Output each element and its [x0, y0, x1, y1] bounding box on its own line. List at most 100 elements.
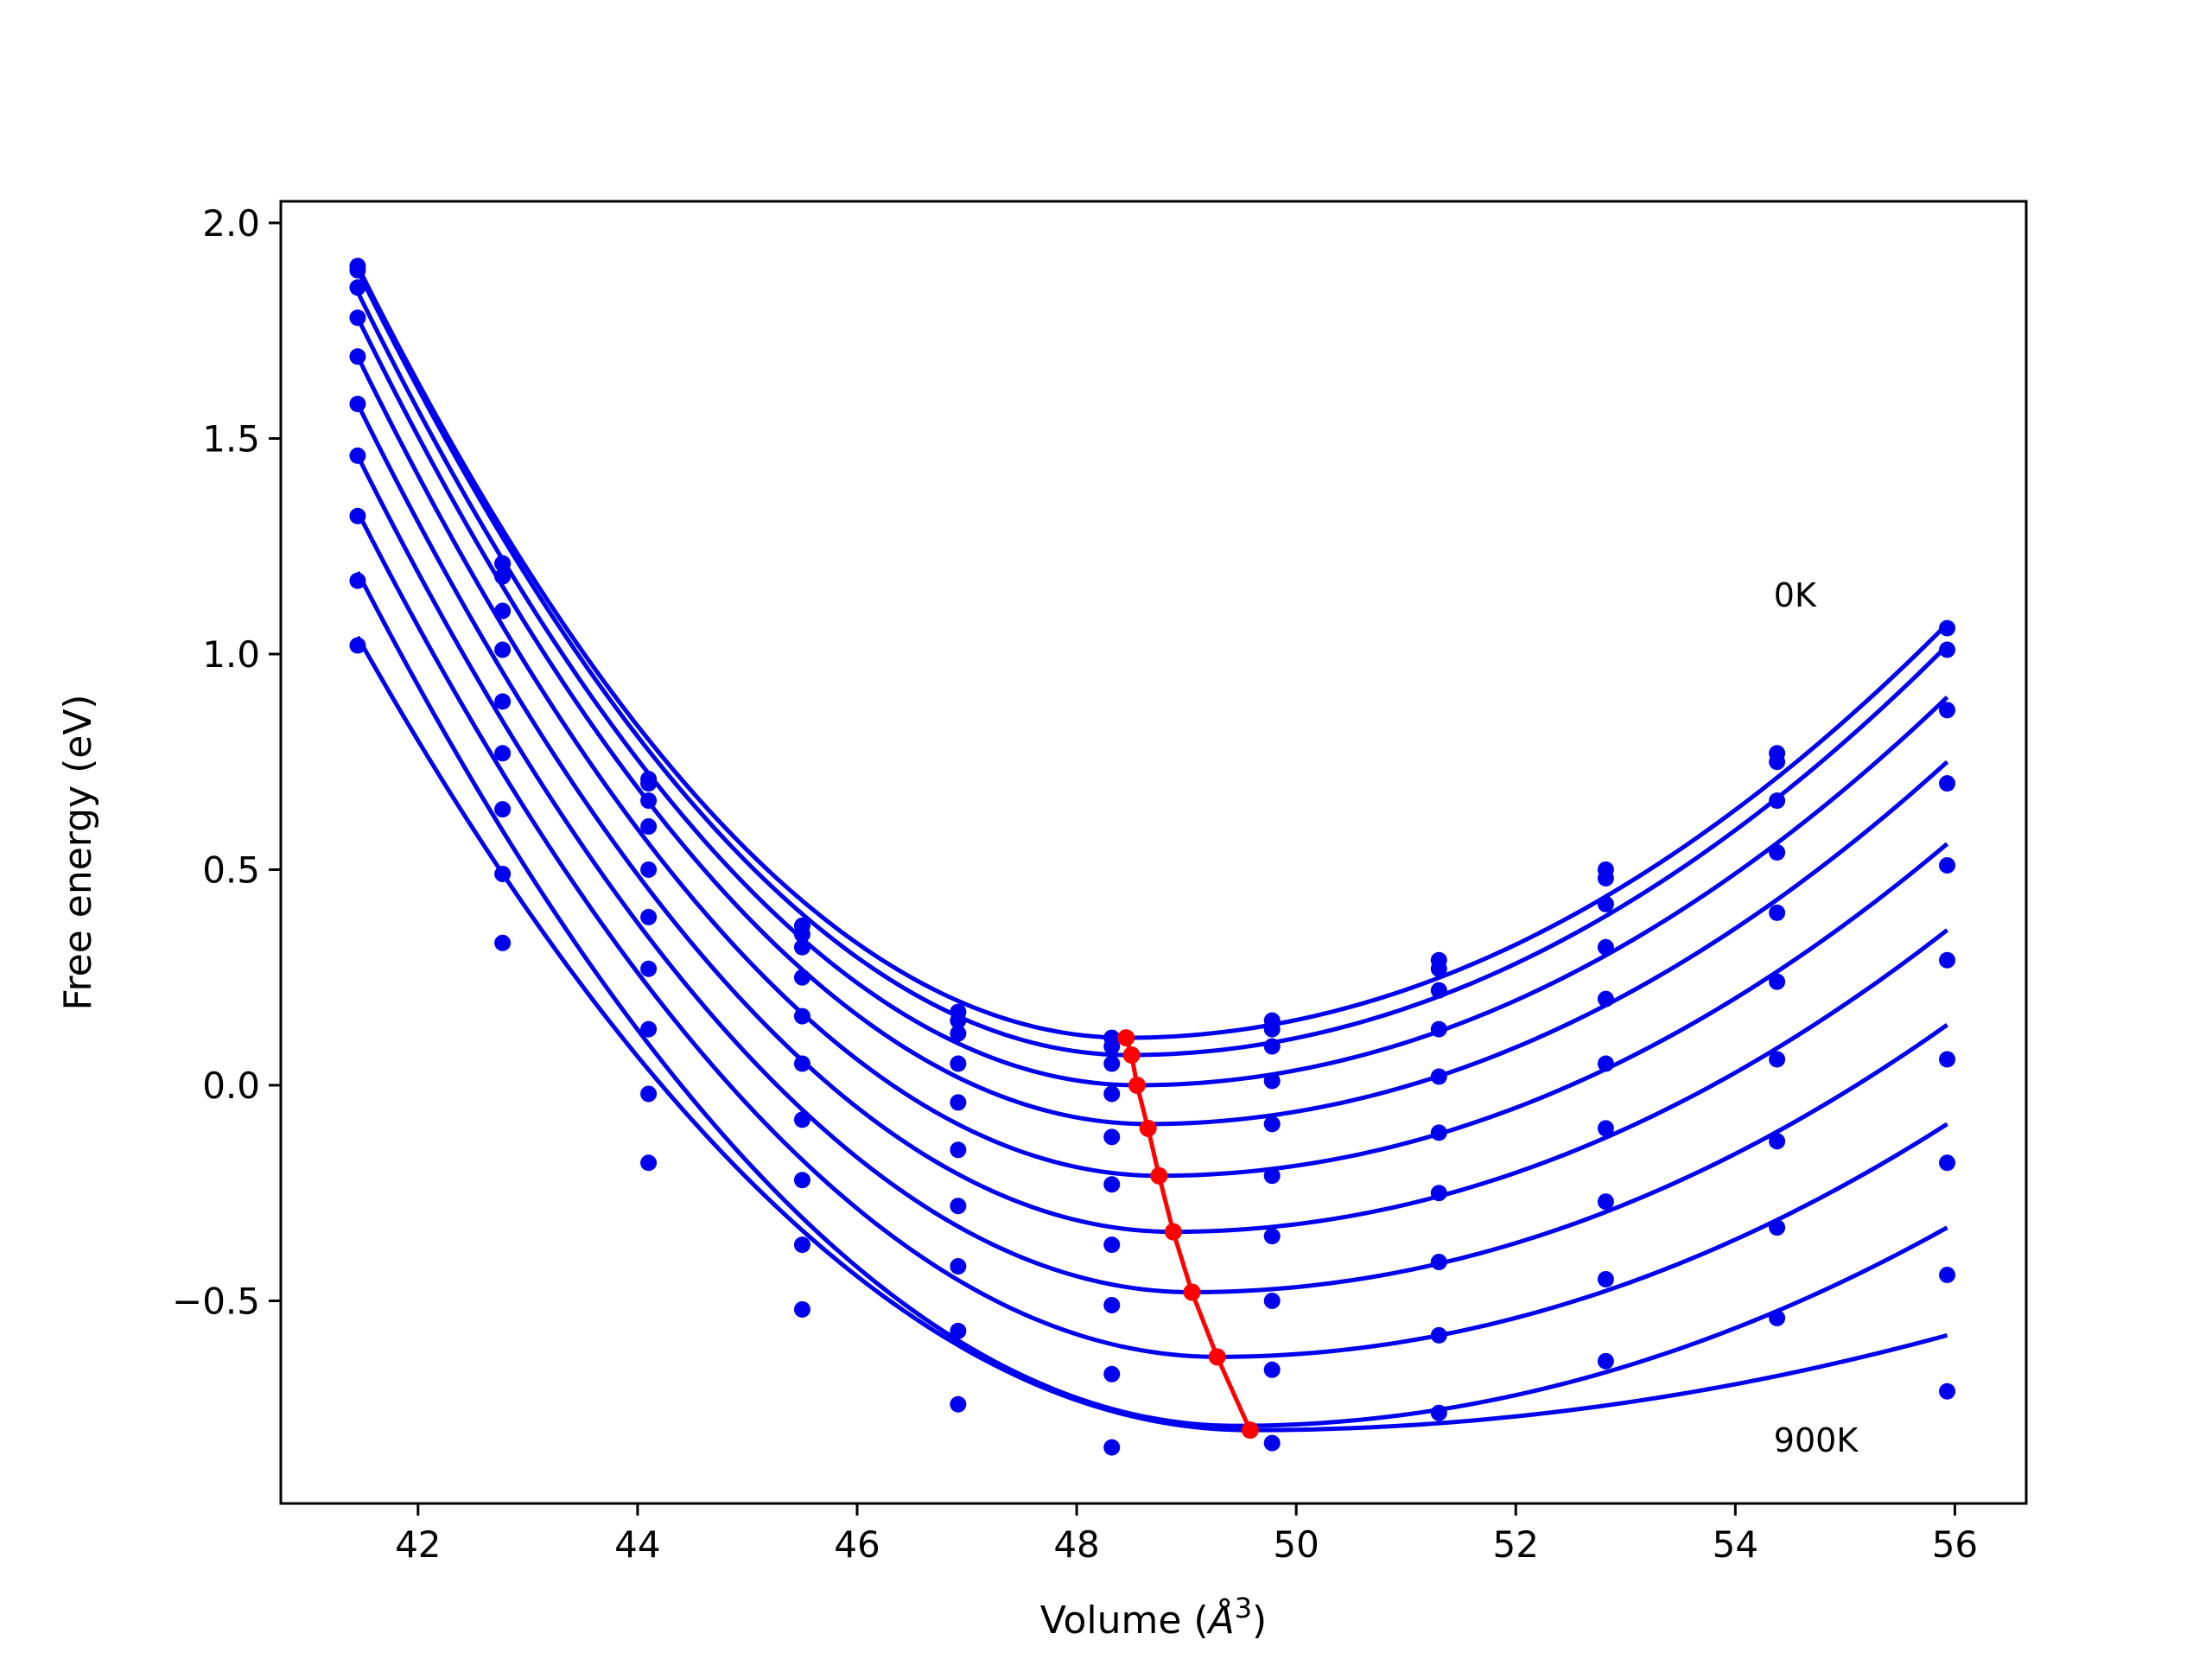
minima-point-3	[1139, 1119, 1157, 1137]
data-point-400K-8	[1597, 990, 1614, 1007]
data-point-400K-5	[1103, 1128, 1121, 1146]
y-axis-label: Free energy (eV)	[56, 694, 100, 1010]
data-point-500K-5	[1103, 1176, 1121, 1193]
x-tick-label: 50	[1273, 1523, 1319, 1566]
data-point-600K-10	[1939, 1051, 1956, 1068]
data-point-300K-5	[1103, 1085, 1121, 1103]
minima-point-0	[1117, 1029, 1135, 1047]
data-point-500K-2	[640, 908, 658, 925]
data-point-500K-1	[494, 693, 512, 710]
data-point-700K-5	[1103, 1296, 1121, 1313]
data-point-300K-2	[640, 818, 658, 836]
data-point-200K-5	[1103, 1055, 1121, 1072]
data-point-200K-0	[349, 279, 366, 296]
data-point-100K-0	[349, 262, 366, 279]
data-point-100K-5	[1103, 1038, 1121, 1055]
data-point-500K-8	[1597, 1055, 1614, 1072]
data-point-700K-6	[1263, 1292, 1281, 1309]
data-point-100K-9	[1769, 753, 1786, 771]
data-point-700K-1	[494, 801, 512, 818]
data-point-600K-3	[793, 1111, 810, 1128]
y-tick-label: 2.0	[202, 202, 260, 245]
fit-curve-700K	[355, 511, 1948, 1359]
data-point-500K-0	[349, 396, 366, 413]
data-point-100K-3	[793, 925, 810, 943]
data-point-400K-10	[1939, 856, 1956, 874]
x-tick-label: 54	[1713, 1523, 1758, 1566]
data-point-200K-10	[1939, 702, 1956, 719]
data-point-600K-9	[1769, 1051, 1786, 1068]
data-point-800K-6	[1263, 1361, 1281, 1378]
data-point-500K-7	[1430, 1124, 1447, 1141]
data-point-600K-5	[1103, 1236, 1121, 1254]
data-point-900K-10	[1939, 1382, 1956, 1400]
x-tick-label: 52	[1493, 1523, 1539, 1566]
data-point-600K-8	[1597, 1120, 1614, 1137]
fit-curve-100K	[355, 269, 1949, 1058]
data-point-400K-4	[950, 1094, 967, 1111]
y-tick-label: 0.5	[202, 849, 260, 891]
data-point-400K-9	[1769, 904, 1786, 921]
data-point-900K-2	[640, 1154, 658, 1172]
data-point-300K-0	[349, 309, 366, 327]
minima-point-4	[1150, 1166, 1168, 1185]
minima-point-7	[1208, 1348, 1226, 1366]
data-point-100K-7	[1430, 960, 1447, 977]
data-point-300K-4	[950, 1055, 967, 1072]
data-point-900K-4	[950, 1395, 967, 1413]
fit-curve-0K	[355, 264, 1949, 1040]
data-point-400K-1	[494, 641, 512, 658]
data-point-900K-7	[1430, 1404, 1447, 1421]
data-point-700K-0	[349, 507, 366, 524]
data-point-400K-3	[793, 1007, 810, 1025]
data-point-200K-4	[950, 1025, 967, 1042]
data-point-700K-2	[640, 1020, 658, 1038]
data-point-900K-1	[494, 934, 512, 951]
fit-curve-600K	[355, 454, 1948, 1294]
data-point-700K-8	[1597, 1193, 1614, 1211]
data-point-800K-2	[640, 1085, 658, 1103]
data-point-500K-9	[1769, 973, 1786, 990]
x-axis-label-close: )	[1252, 1599, 1267, 1643]
data-point-700K-10	[1939, 1154, 1956, 1172]
data-point-800K-9	[1769, 1219, 1786, 1236]
fit-curve-200K	[355, 290, 1949, 1088]
data-point-900K-6	[1263, 1434, 1281, 1452]
data-point-200K-7	[1430, 982, 1447, 999]
data-point-300K-1	[494, 602, 512, 620]
x-axis-label-exponent: 3	[1235, 1592, 1252, 1624]
minima-point-5	[1164, 1223, 1182, 1241]
data-point-600K-1	[494, 745, 512, 762]
data-point-200K-8	[1597, 895, 1614, 912]
data-point-600K-2	[640, 960, 658, 977]
data-point-700K-4	[950, 1258, 967, 1275]
data-point-100K-1	[494, 555, 512, 572]
data-point-300K-10	[1939, 775, 1956, 792]
data-point-200K-1	[494, 568, 512, 585]
x-tick-label: 56	[1932, 1523, 1978, 1566]
axes-frame	[279, 200, 2028, 1505]
data-point-200K-9	[1769, 792, 1786, 810]
y-tick-label: 1.0	[202, 633, 260, 676]
y-tick-label: 1.5	[202, 417, 260, 460]
data-point-800K-1	[494, 865, 512, 882]
data-point-800K-8	[1597, 1271, 1614, 1288]
data-point-800K-10	[1939, 1267, 1956, 1284]
data-point-100K-8	[1597, 869, 1614, 887]
data-point-100K-4	[950, 1012, 967, 1029]
minima-point-1	[1122, 1046, 1141, 1065]
data-point-500K-3	[793, 1055, 810, 1072]
plot-area	[349, 257, 1956, 1456]
data-point-600K-0	[349, 447, 366, 464]
data-point-100K-2	[640, 775, 658, 792]
data-point-200K-3	[793, 938, 810, 956]
data-point-900K-5	[1103, 1439, 1121, 1456]
y-tick-label: −0.5	[172, 1280, 260, 1322]
data-point-400K-2	[640, 861, 658, 878]
data-point-800K-4	[950, 1322, 967, 1339]
x-tick-label: 44	[614, 1523, 660, 1566]
x-axis-label-unit: Å	[1206, 1597, 1235, 1643]
fit-curve-800K	[355, 571, 1948, 1428]
minima-point-6	[1183, 1283, 1201, 1301]
data-point-400K-7	[1430, 1068, 1447, 1085]
